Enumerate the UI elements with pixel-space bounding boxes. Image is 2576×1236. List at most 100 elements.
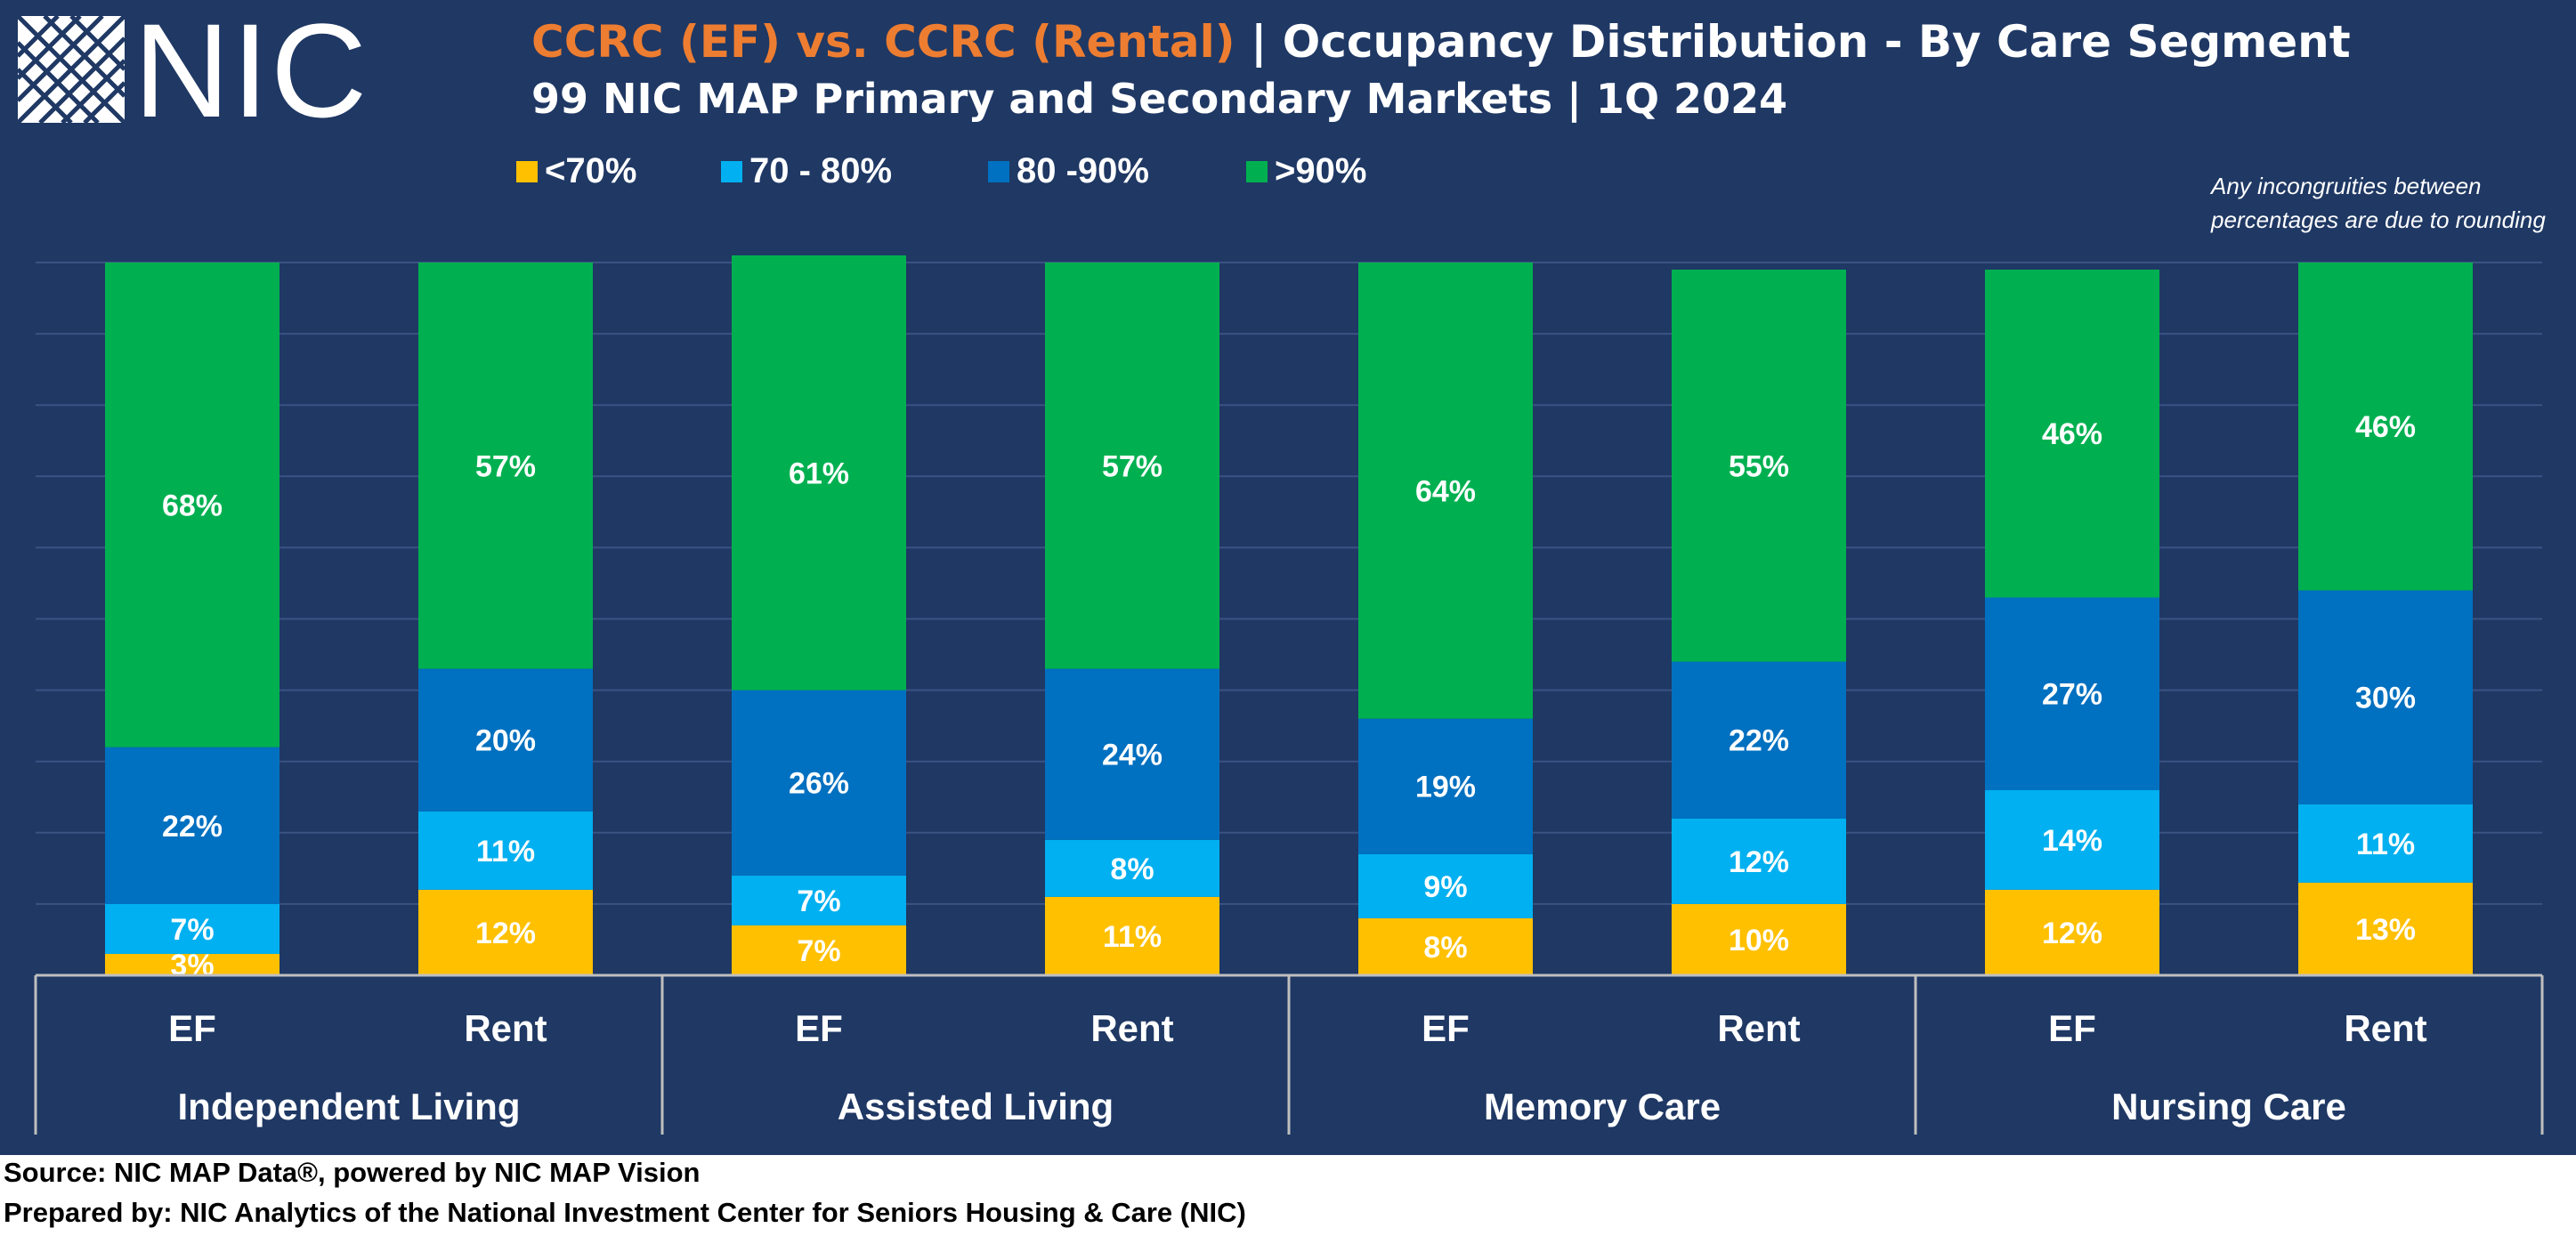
data-label: 9%: [1423, 870, 1467, 904]
bar-segment: [2298, 263, 2473, 591]
category-tick-label: EF: [2048, 1007, 2096, 1049]
bar-segment: [105, 953, 279, 975]
legend-item-above-90: >90%: [1246, 151, 1366, 191]
bar-segment: [105, 263, 279, 747]
data-label: 22%: [1729, 724, 1789, 758]
data-label: 27%: [2042, 678, 2102, 712]
bar-segment: [1985, 270, 2159, 598]
bar-segment: [732, 254, 906, 691]
rounding-note: Any incongruities between percentages ar…: [2211, 169, 2576, 237]
data-label: 55%: [1729, 449, 1789, 483]
data-label: 24%: [1102, 739, 1162, 772]
bar-segment: [1045, 896, 1219, 975]
category-tick-label: Rent: [464, 1007, 547, 1049]
data-label: 26%: [789, 767, 849, 801]
data-label: 11%: [476, 835, 535, 868]
legend-swatch: [516, 160, 538, 182]
data-label: 12%: [2042, 917, 2102, 950]
bars: 3%7%22%68%12%11%20%57%7%7%26%61%11%8%24%…: [105, 254, 2473, 982]
data-label: 61%: [789, 456, 849, 490]
bar-segment: [732, 875, 906, 925]
bar-segment: [1358, 917, 1533, 975]
bar-segment: [105, 903, 279, 954]
bar-segment: [2298, 804, 2473, 883]
gridlines: [36, 262, 2542, 976]
data-label: 7%: [797, 934, 840, 968]
bar-segment: [418, 263, 593, 669]
legend-item-80-90: 80 -90%: [988, 151, 1149, 191]
chart-title-highlight: CCRC (EF) vs. CCRC (Rental): [531, 16, 1235, 68]
chart-panel: NIC CCRC (EF) vs. CCRC (Rental) | Occupa…: [0, 0, 2576, 1155]
bar-segment: [1045, 839, 1219, 897]
data-label: 57%: [475, 449, 536, 483]
bar-segment: [418, 889, 593, 975]
stacked-bar-chart: 3%7%22%68%12%11%20%57%7%7%26%61%11%8%24%…: [34, 254, 2544, 1135]
data-label: 11%: [2356, 828, 2415, 861]
data-label: 20%: [475, 724, 536, 758]
data-label: 7%: [170, 913, 214, 947]
data-label: 13%: [2355, 913, 2416, 947]
group-label: Independent Living: [178, 1086, 521, 1127]
data-label: 12%: [1729, 845, 1789, 879]
chart-title-rest: | Occupancy Distribution - By Care Segme…: [1235, 16, 2351, 68]
data-label: 12%: [475, 917, 536, 950]
bar-segment: [732, 925, 906, 975]
bar-segment: [732, 690, 906, 876]
data-label: 46%: [2355, 410, 2416, 444]
logo-wordmark: NIC: [134, 0, 369, 145]
data-label: 68%: [162, 489, 223, 522]
legend-label: >90%: [1275, 151, 1367, 190]
bar-segment: [1672, 818, 1846, 904]
bar-segment: [1672, 661, 1846, 819]
bar-segment: [105, 747, 279, 904]
bar-segment: [2298, 882, 2473, 975]
category-tick-label: EF: [1422, 1007, 1470, 1049]
data-label: 3%: [170, 949, 214, 982]
data-label: 46%: [2042, 417, 2102, 451]
bar-segment: [1358, 718, 1533, 854]
bar-segment: [1358, 263, 1533, 719]
bar-segment: [1672, 270, 1846, 662]
data-label: 11%: [1103, 920, 1162, 954]
group-label: Memory Care: [1484, 1086, 1721, 1127]
bar-segment: [2298, 590, 2473, 804]
bar-segment: [1045, 668, 1219, 840]
legend-label: 80 -90%: [1017, 151, 1149, 190]
nic-logo-icon: [18, 16, 125, 123]
legend-item-70-80: 70 - 80%: [721, 151, 892, 191]
legend-label: <70%: [545, 151, 637, 190]
legend-swatch: [721, 160, 742, 182]
category-tick-label: Rent: [1717, 1007, 1800, 1049]
source-note: Source: NIC MAP Data®, powered by NIC MA…: [4, 1157, 701, 1188]
rounding-note-line: percentages are due to rounding: [2211, 206, 2546, 233]
chart-subtitle: 99 NIC MAP Primary and Secondary Markets…: [531, 75, 1788, 123]
data-label: 19%: [1415, 771, 1476, 804]
data-label: 14%: [2042, 824, 2102, 858]
category-tick-label: Rent: [2344, 1007, 2426, 1049]
category-axis: EF Rent EF Rent EF Rent EF Rent Independent Livi…: [34, 973, 2544, 1135]
bar-segment: [1045, 263, 1219, 669]
legend-item-below-70: <70%: [516, 151, 636, 191]
category-tick-label: Rent: [1090, 1007, 1173, 1049]
legend-label: 70 - 80%: [749, 151, 893, 190]
bar-segment: [1985, 597, 2159, 790]
category-tick-label: EF: [795, 1007, 843, 1049]
rounding-note-line: Any incongruities between: [2211, 173, 2482, 199]
data-label: 8%: [1110, 852, 1154, 886]
bar-segment: [418, 811, 593, 890]
chart-title: CCRC (EF) vs. CCRC (Rental) | Occupancy …: [531, 16, 2351, 68]
bar-segment: [1672, 903, 1846, 975]
group-label: Nursing Care: [2111, 1086, 2346, 1127]
legend-swatch: [988, 160, 1009, 182]
legend-swatch: [1246, 160, 1268, 182]
data-label: 10%: [1729, 924, 1789, 957]
data-label: 30%: [2355, 682, 2416, 715]
bar-segment: [418, 668, 593, 812]
data-label: 64%: [1415, 474, 1476, 508]
data-label: 8%: [1423, 931, 1467, 965]
bar-segment: [1358, 853, 1533, 918]
data-label: 22%: [162, 810, 223, 844]
category-tick-label: EF: [168, 1007, 216, 1049]
bar-segment: [1985, 889, 2159, 975]
group-label: Assisted Living: [838, 1086, 1114, 1127]
